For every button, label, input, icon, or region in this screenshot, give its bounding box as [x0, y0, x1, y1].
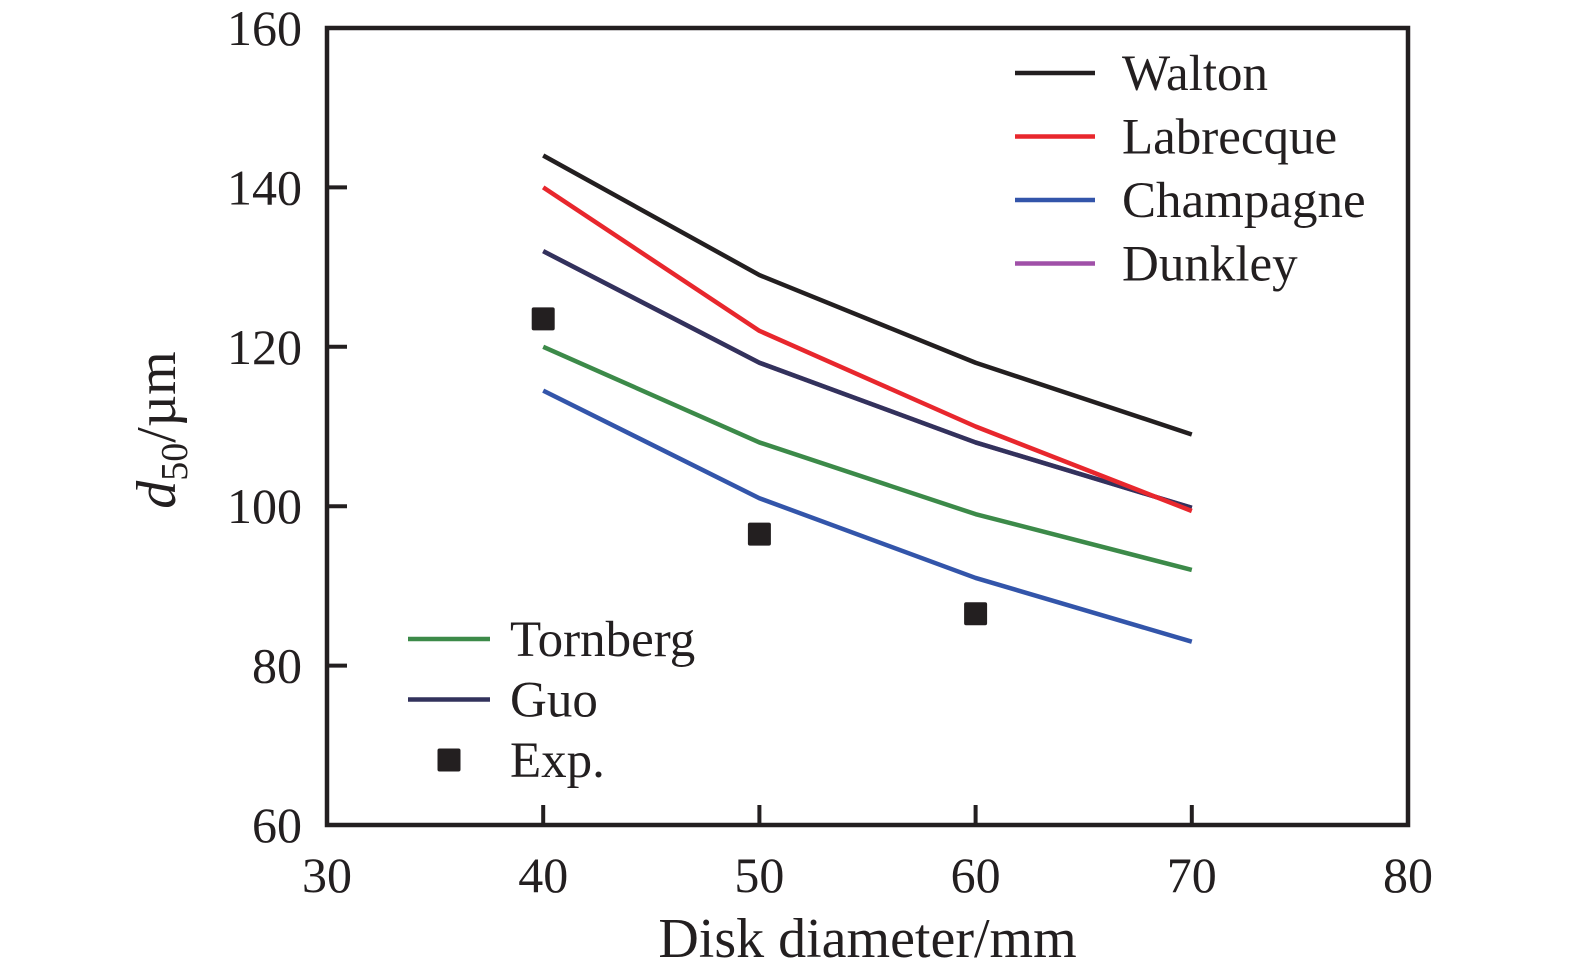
exp-marker-0 [531, 307, 555, 331]
x-tick-label-30: 30 [302, 847, 352, 903]
x-tick-label-70: 70 [1167, 847, 1217, 903]
series-line-labrecque [541, 185, 1193, 514]
y-tick-label-140: 140 [227, 159, 302, 215]
plot-border [324, 25, 1411, 828]
series-line-walton [542, 153, 1193, 437]
y-tick-label-160: 160 [227, 0, 302, 56]
x-tick-label-80: 80 [1383, 847, 1433, 903]
x-tick-label-40: 40 [518, 847, 568, 903]
exp-marker-2 [964, 602, 988, 626]
legend-bl-swatch-exp [437, 748, 461, 772]
x-tick-label-50: 50 [734, 847, 784, 903]
series-line-guo [542, 249, 1193, 510]
legend-tr-label-champagne: Champagne [1122, 173, 1366, 229]
y-tick-label-120: 120 [227, 319, 302, 375]
series-line-tornberg [542, 344, 1193, 573]
legend-tr-label-dunkley: Dunkley [1122, 237, 1298, 293]
y-tick-label-80: 80 [252, 638, 302, 694]
y-axis-title: d50/µm [126, 351, 196, 508]
y-tick-label-100: 100 [227, 478, 302, 534]
legend-bl-label-guo: Guo [510, 673, 598, 729]
legend-bl-label-exp: Exp. [510, 733, 605, 789]
x-axis-title: Disk diameter/mm [658, 908, 1076, 970]
legend-tr-label-walton: Walton [1122, 46, 1268, 102]
series-line-champagne [542, 388, 1193, 644]
legend-bl-label-tornberg: Tornberg [510, 612, 695, 668]
legend-tr-label-labrecque: Labrecque [1122, 110, 1337, 166]
x-tick-label-60: 60 [951, 847, 1001, 903]
exp-marker-1 [747, 522, 771, 546]
y-tick-label-60: 60 [252, 797, 302, 853]
